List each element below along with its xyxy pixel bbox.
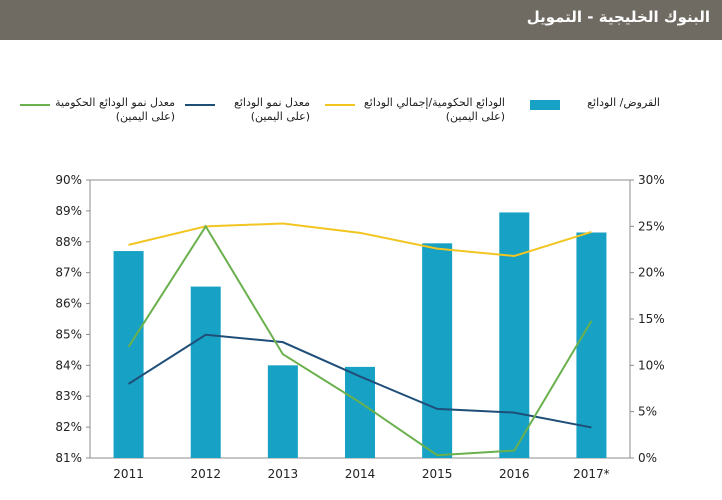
legend-label: معدل نمو الودائع (على اليمين) xyxy=(233,96,310,123)
left-axis-tick-label: 90% xyxy=(55,173,82,187)
legend-swatch-bar xyxy=(530,100,560,110)
bar-loans-deposits xyxy=(113,251,144,458)
left-axis-tick-label: 88% xyxy=(55,235,82,249)
right-axis-tick-label: 25% xyxy=(638,219,665,233)
right-axis-tick-label: 10% xyxy=(638,358,665,372)
bar-loans-deposits xyxy=(422,243,453,458)
x-axis-tick-label: 2012 xyxy=(190,467,221,481)
series-line-3 xyxy=(127,224,593,457)
right-axis-tick-label: 15% xyxy=(638,312,665,326)
left-axis-tick-label: 84% xyxy=(55,358,82,372)
x-axis-tick-label: 2011 xyxy=(113,467,144,481)
bar-loans-deposits xyxy=(499,212,530,458)
chart-legend: القروض/ الودائع الودائع الحكومية/إجمالي … xyxy=(20,96,660,136)
legend-label: معدل نمو الودائع الحكومية (على اليمين) xyxy=(55,96,175,123)
left-axis-tick-label: 89% xyxy=(55,204,82,218)
legend-swatch-line xyxy=(20,104,50,106)
legend-label: الودائع الحكومية/إجمالي الودائع (على اليم… xyxy=(363,96,505,123)
bar-loans-deposits xyxy=(190,286,221,458)
right-axis-tick-label: 0% xyxy=(638,451,657,465)
left-axis-tick-label: 87% xyxy=(55,266,82,280)
right-axis-tick-label: 5% xyxy=(638,405,657,419)
bar-loans-deposits xyxy=(267,365,298,458)
x-axis-tick-label: 2013 xyxy=(268,467,299,481)
title-bar: البنوك الخليجية - التمويل xyxy=(0,0,722,40)
x-axis-tick-label: 2016 xyxy=(499,467,530,481)
x-axis-tick-label: 2017* xyxy=(573,467,610,481)
page-title: البنوك الخليجية - التمويل xyxy=(526,8,710,26)
left-axis-tick-label: 81% xyxy=(55,451,82,465)
left-axis-tick-label: 85% xyxy=(55,327,82,341)
left-axis-tick-label: 82% xyxy=(55,420,82,434)
x-axis-tick-label: 2015 xyxy=(422,467,453,481)
x-axis-tick-label: 2014 xyxy=(345,467,376,481)
bar-loans-deposits xyxy=(576,232,607,458)
series-line-2 xyxy=(128,333,592,429)
legend-swatch-line xyxy=(325,104,355,106)
right-axis-tick-label: 20% xyxy=(638,266,665,280)
left-axis-tick-label: 86% xyxy=(55,297,82,311)
right-axis-tick-label: 30% xyxy=(638,173,665,187)
left-axis-tick-label: 83% xyxy=(55,389,82,403)
legend-swatch-line xyxy=(185,104,215,106)
legend-label: القروض/ الودائع xyxy=(587,96,660,109)
bar-loans-deposits xyxy=(345,366,375,458)
